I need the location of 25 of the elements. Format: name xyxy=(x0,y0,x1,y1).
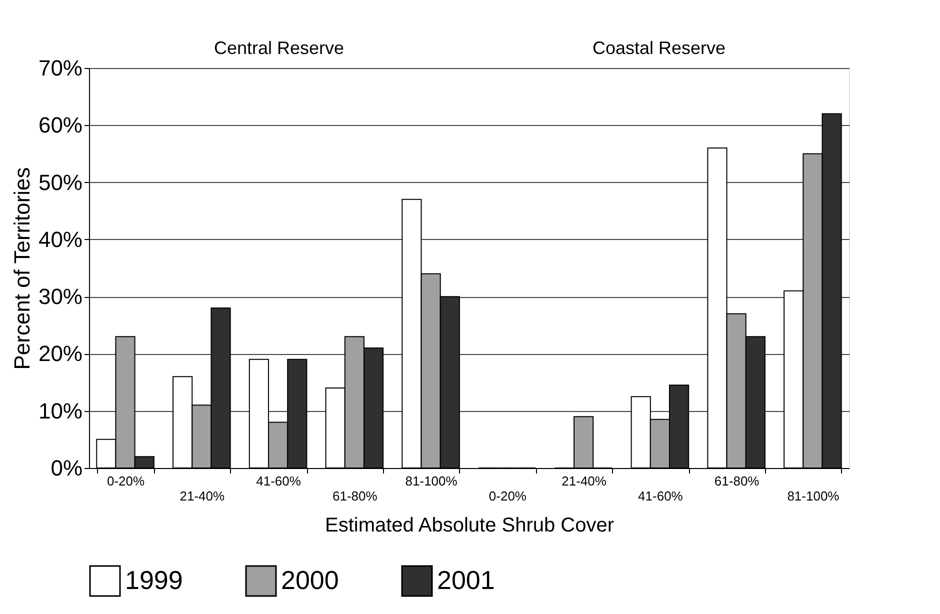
y-tick-label: 60% xyxy=(38,112,82,138)
x-tick-label: 61-80% xyxy=(714,474,760,488)
text: Coastal Reserve xyxy=(592,38,726,58)
y-tick-label: 30% xyxy=(38,284,82,310)
x-tick-label: 41-60% xyxy=(638,488,684,504)
text: Central Reserve xyxy=(214,38,344,58)
x-axis-title: Estimated Absolute Shrub Cover xyxy=(324,514,614,536)
y-tick-label: 10% xyxy=(38,398,82,424)
legend-label: 2000 xyxy=(281,565,339,595)
x-tick-label: 21-40% xyxy=(180,488,226,504)
x-tick-label: 0-20% xyxy=(488,488,527,504)
y-axis-title: Percent of Territories xyxy=(9,167,34,370)
y-tick-label: 50% xyxy=(38,170,82,195)
legend-label: 2001 xyxy=(437,565,495,595)
x-tick-label: 61-80% xyxy=(332,488,378,504)
y-tick-label: 40% xyxy=(38,226,82,252)
x-tick-label: 81-100% xyxy=(787,488,840,504)
y-tick-label: 70% xyxy=(38,56,82,80)
x-tick-label: 0-20% xyxy=(106,474,146,488)
legend-label: 1999 xyxy=(125,565,183,595)
y-tick-label: 0% xyxy=(50,456,82,480)
x-tick-label: 81-100% xyxy=(405,474,458,488)
x-tick-label: 21-40% xyxy=(562,474,607,488)
x-tick-label: 41-60% xyxy=(256,474,302,488)
y-tick-label: 20% xyxy=(38,341,82,366)
